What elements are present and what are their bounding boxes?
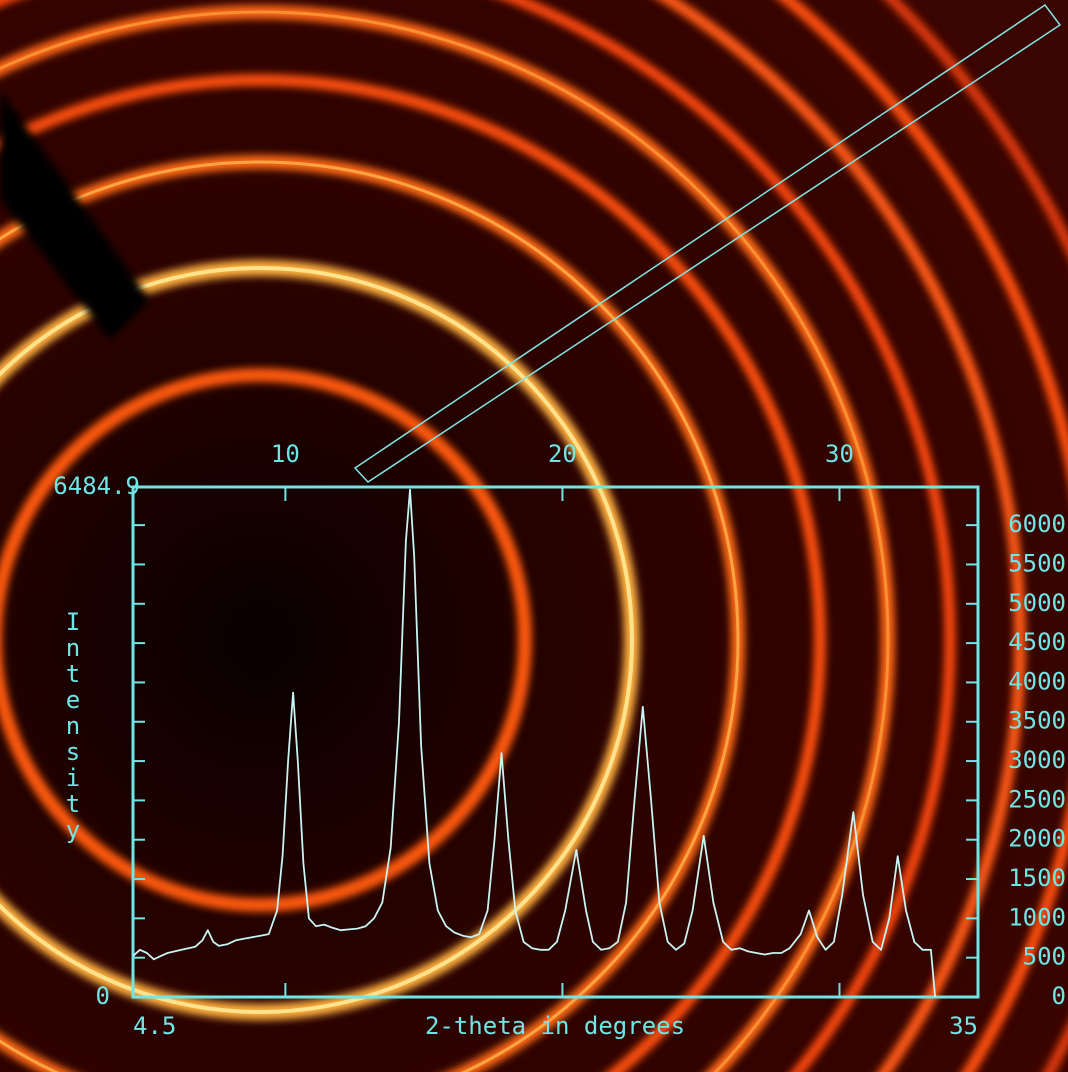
y-tick-label: 5500: [1008, 549, 1066, 577]
y-tick-label: 6000: [1008, 510, 1066, 538]
y-tick-label: 5000: [1008, 589, 1066, 617]
intensity-line: [132, 488, 936, 998]
x-limit-label: 35: [949, 1012, 978, 1040]
y-tick-label: 4500: [1008, 628, 1066, 656]
y-limit-label: 0: [96, 982, 110, 1010]
x-tick-label: 10: [271, 440, 300, 468]
y-tick-label: 1000: [1008, 903, 1066, 931]
y-tick-label: 4000: [1008, 667, 1066, 695]
y-tick-label: 3000: [1008, 746, 1066, 774]
y-tick-label: 0: [1052, 982, 1066, 1010]
x-axis-label: 2-theta in degrees: [425, 1012, 685, 1040]
integration-box: [353, 3, 1062, 483]
y-axis-label: Intensity: [59, 608, 87, 842]
x-tick-label: 20: [548, 440, 577, 468]
y-tick-label: 3500: [1008, 707, 1066, 735]
y-limit-label: 6484.9: [53, 472, 140, 500]
ring-cores: [0, 10, 890, 1072]
plot-frame: [131, 485, 980, 999]
y-tick-label: 500: [1023, 943, 1066, 971]
beam-stop: [0, 90, 150, 340]
y-tick-label: 2000: [1008, 825, 1066, 853]
y-tick-label: 2500: [1008, 785, 1066, 813]
x-tick-label: 30: [825, 440, 854, 468]
y-tick-label: 1500: [1008, 864, 1066, 892]
x-limit-label: 4.5: [133, 1012, 176, 1040]
